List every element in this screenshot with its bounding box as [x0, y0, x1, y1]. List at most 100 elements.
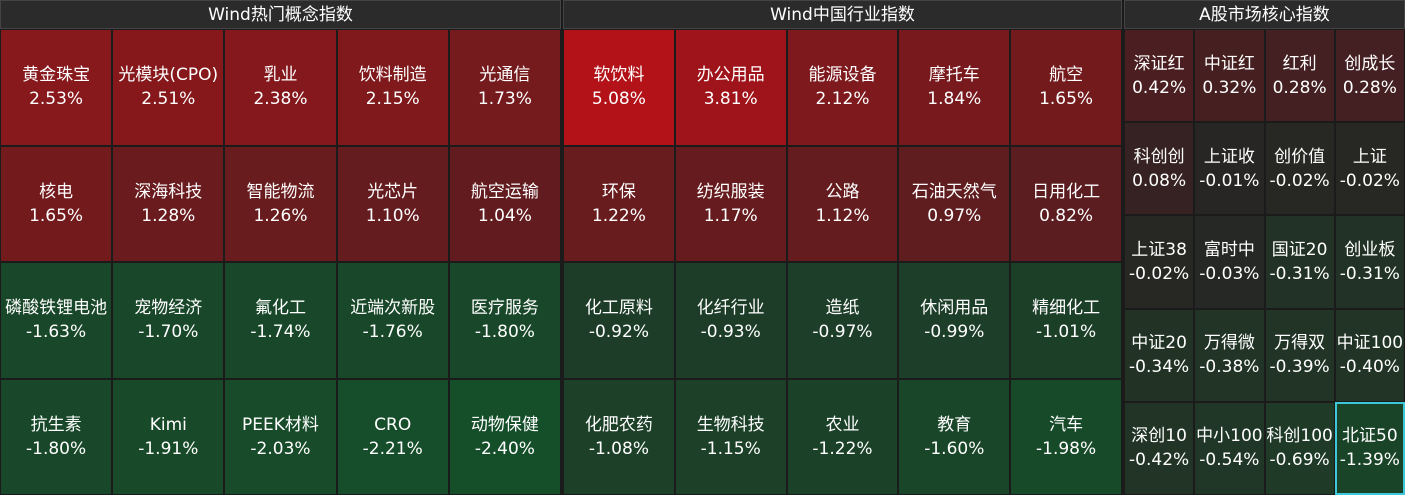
tile-value: -0.42% [1129, 450, 1190, 471]
tile[interactable]: 万得双 -0.39% [1264, 308, 1335, 402]
tile[interactable]: 万得微 -0.38% [1194, 308, 1265, 402]
tile-value: -1.60% [924, 438, 985, 459]
tile[interactable]: 深证红 0.42% [1124, 29, 1195, 123]
tile-label: 红利 [1282, 53, 1317, 74]
tile[interactable]: 光通信 1.73% [448, 29, 561, 146]
tile[interactable]: 航空 1.65% [1010, 29, 1122, 146]
tile-label: 万得微 [1203, 333, 1255, 354]
tile[interactable]: 中小100 -0.54% [1194, 401, 1265, 495]
tile[interactable]: 科创100 -0.69% [1264, 401, 1335, 495]
tile-grid: 黄金珠宝 2.53% 光模块(CPO) 2.51% 乳业 2.38% 饮料制造 2.15% 光通… [0, 29, 561, 495]
tile-label: 科创100 [1266, 426, 1333, 447]
tile[interactable]: PEEK材料 -2.03% [224, 378, 337, 495]
tile[interactable]: CRO -2.21% [336, 378, 449, 495]
tile[interactable]: 乳业 2.38% [224, 29, 337, 146]
tile-value: 3.81% [703, 89, 758, 110]
tile[interactable]: 中证100 -0.40% [1334, 308, 1405, 402]
tile[interactable]: 办公用品 3.81% [674, 29, 787, 146]
tile-label: 摩托车 [928, 65, 980, 86]
tile[interactable]: 红利 0.28% [1264, 29, 1335, 123]
tile[interactable]: 化肥农药 -1.08% [563, 378, 675, 495]
tile[interactable]: 教育 -1.60% [898, 378, 1011, 495]
panel-title: A股市场核心指数 [1124, 0, 1405, 29]
tile[interactable]: 氟化工 -1.74% [224, 262, 337, 379]
tile-value: -1.15% [700, 438, 761, 459]
tile-value: 0.28% [1272, 77, 1327, 98]
tile-label: 深证红 [1133, 53, 1185, 74]
tile[interactable]: 上证38 -0.02% [1124, 215, 1195, 309]
tile[interactable]: 航空运输 1.04% [448, 145, 561, 262]
tile[interactable]: 近端次新股 -1.76% [336, 262, 449, 379]
tile[interactable]: 日用化工 0.82% [1010, 145, 1122, 262]
tile-value: -1.39% [1339, 450, 1400, 471]
tile-value: -0.02% [1129, 263, 1190, 284]
tile-value: -2.40% [474, 438, 535, 459]
tile[interactable]: 磷酸铁锂电池 -1.63% [0, 262, 113, 379]
tile[interactable]: 休闲用品 -0.99% [898, 262, 1011, 379]
tile[interactable]: Kimi -1.91% [112, 378, 225, 495]
tile[interactable]: 环保 1.22% [563, 145, 675, 262]
tile[interactable]: 造纸 -0.97% [786, 262, 899, 379]
tile[interactable]: 纺织服装 1.17% [674, 145, 787, 262]
tile[interactable]: 光模块(CPO) 2.51% [112, 29, 225, 146]
tile[interactable]: 创成长 0.28% [1334, 29, 1405, 123]
tile-value: -0.31% [1269, 263, 1330, 284]
tile-value: -0.31% [1339, 263, 1400, 284]
tile[interactable]: 石油天然气 0.97% [898, 145, 1011, 262]
tile-label: 富时中 [1203, 239, 1255, 260]
tile[interactable]: 上证收 -0.01% [1194, 122, 1265, 216]
tile-label: 教育 [937, 414, 972, 435]
tile[interactable]: 化工原料 -0.92% [563, 262, 675, 379]
tile[interactable]: 饮料制造 2.15% [336, 29, 449, 146]
tile[interactable]: 公路 1.12% [786, 145, 899, 262]
tile[interactable]: 北证50 -1.39% [1334, 401, 1405, 495]
tile[interactable]: 创业板 -0.31% [1334, 215, 1405, 309]
tile[interactable]: 国证20 -0.31% [1264, 215, 1335, 309]
tile-label: 磷酸铁锂电池 [5, 298, 108, 319]
tile[interactable]: 中证20 -0.34% [1124, 308, 1195, 402]
tile[interactable]: 智能物流 1.26% [224, 145, 337, 262]
tile-label: 创价值 [1274, 146, 1326, 167]
panel-title: Wind中国行业指数 [563, 0, 1122, 29]
tile[interactable]: 医疗服务 -1.80% [448, 262, 561, 379]
tile-value: 1.65% [29, 205, 84, 226]
tile-value: 1.12% [815, 205, 870, 226]
tile[interactable]: 深海科技 1.28% [112, 145, 225, 262]
tile[interactable]: 能源设备 2.12% [786, 29, 899, 146]
tile-value: -0.38% [1199, 357, 1260, 378]
tile[interactable]: 动物保健 -2.40% [448, 378, 561, 495]
tile-value: 0.08% [1132, 170, 1187, 191]
tile[interactable]: 上证 -0.02% [1334, 122, 1405, 216]
tile[interactable]: 黄金珠宝 2.53% [0, 29, 113, 146]
tile-label: 公路 [825, 181, 860, 202]
tile[interactable]: 核电 1.65% [0, 145, 113, 262]
tile-value: 1.73% [477, 89, 532, 110]
tile[interactable]: 科创创 0.08% [1124, 122, 1195, 216]
tile[interactable]: 富时中 -0.03% [1194, 215, 1265, 309]
tile-label: 光模块(CPO) [118, 65, 219, 86]
tile[interactable]: 深创10 -0.42% [1124, 401, 1195, 495]
tile[interactable]: 生物科技 -1.15% [674, 378, 787, 495]
tile-label: 生物科技 [696, 414, 765, 435]
tile-value: 1.04% [477, 205, 532, 226]
tile[interactable]: 宠物经济 -1.70% [112, 262, 225, 379]
tile[interactable]: 光芯片 1.10% [336, 145, 449, 262]
tile-label: 精细化工 [1032, 298, 1101, 319]
tile[interactable]: 汽车 -1.98% [1010, 378, 1122, 495]
tile[interactable]: 软饮料 5.08% [563, 29, 675, 146]
tile[interactable]: 精细化工 -1.01% [1010, 262, 1122, 379]
tile-label: 创业板 [1344, 239, 1396, 260]
tile-value: 1.26% [253, 205, 308, 226]
tile[interactable]: 抗生素 -1.80% [0, 378, 113, 495]
tile[interactable]: 摩托车 1.84% [898, 29, 1011, 146]
tile-label: 环保 [601, 181, 636, 202]
tile[interactable]: 农业 -1.22% [786, 378, 899, 495]
tile-label: 北证50 [1342, 426, 1398, 447]
tile-value: -1.01% [1036, 322, 1097, 343]
tile[interactable]: 创价值 -0.02% [1264, 122, 1335, 216]
tile[interactable]: 化纤行业 -0.93% [674, 262, 787, 379]
tile[interactable]: 中证红 0.32% [1194, 29, 1265, 123]
tile-label: Kimi [149, 414, 187, 435]
tile-value: 1.17% [703, 205, 758, 226]
